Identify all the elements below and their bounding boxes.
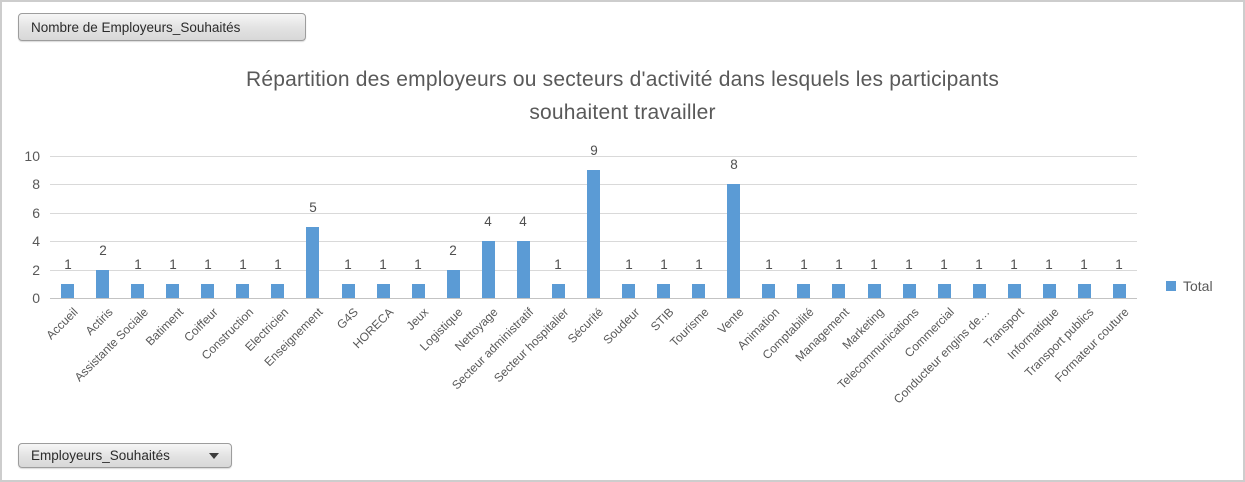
bar[interactable] xyxy=(96,270,109,298)
y-axis-tick-label: 0 xyxy=(32,290,40,306)
bar[interactable] xyxy=(938,284,951,298)
bar[interactable] xyxy=(1008,284,1021,298)
bar[interactable] xyxy=(727,184,740,298)
bar-value-label: 1 xyxy=(835,257,843,272)
bar[interactable] xyxy=(657,284,670,298)
bar[interactable] xyxy=(447,270,460,298)
legend-marker-icon xyxy=(1166,281,1176,291)
bar-value-label: 1 xyxy=(800,257,808,272)
bar[interactable] xyxy=(692,284,705,298)
bar[interactable] xyxy=(1113,284,1126,298)
chart-title-line-2: souhaitent travailler xyxy=(529,101,716,124)
value-field-button[interactable]: Nombre de Employeurs_Souhaités xyxy=(18,13,306,41)
bar[interactable] xyxy=(412,284,425,298)
bar-value-label: 1 xyxy=(1115,257,1123,272)
bar[interactable] xyxy=(271,284,284,298)
x-axis-category-label: Actiris xyxy=(82,305,116,339)
bar-value-label: 5 xyxy=(309,200,317,215)
bar-value-label: 1 xyxy=(134,257,142,272)
bar-value-label: 1 xyxy=(379,257,387,272)
bar-value-label: 1 xyxy=(169,257,177,272)
bar-value-label: 1 xyxy=(554,257,562,272)
x-axis-category-label: Soudeur xyxy=(599,305,642,347)
bar[interactable] xyxy=(377,284,390,298)
bar[interactable] xyxy=(587,170,600,298)
legend[interactable]: Total xyxy=(1166,278,1213,294)
bar-value-label: 1 xyxy=(1010,257,1018,272)
bar[interactable] xyxy=(797,284,810,298)
axis-field-button-label: Employeurs_Souhaités xyxy=(31,448,170,463)
x-axis-category-label: Batiment xyxy=(142,305,186,349)
bar[interactable] xyxy=(1043,284,1056,298)
x-axis-category-label: Sécurité xyxy=(564,305,606,347)
bar[interactable] xyxy=(201,284,214,298)
bar-value-label: 2 xyxy=(449,243,457,258)
bar-value-label: 1 xyxy=(660,257,668,272)
bar-value-label: 1 xyxy=(870,257,878,272)
bar-value-label: 1 xyxy=(414,257,422,272)
bar-value-label: 1 xyxy=(204,257,212,272)
bar-value-label: 1 xyxy=(695,257,703,272)
bar-value-label: 4 xyxy=(519,214,527,229)
gridline xyxy=(50,156,1137,157)
y-axis-tick-label: 8 xyxy=(32,176,40,192)
bar[interactable] xyxy=(61,284,74,298)
bar[interactable] xyxy=(166,284,179,298)
dropdown-arrow-icon xyxy=(209,452,219,459)
bar-value-label: 1 xyxy=(274,257,282,272)
x-axis-line xyxy=(50,298,1137,299)
x-axis-category-label: Vente xyxy=(715,305,747,337)
bar[interactable] xyxy=(342,284,355,298)
bar[interactable] xyxy=(482,241,495,298)
x-axis-category-label: STIB xyxy=(648,305,677,334)
bar-value-label: 1 xyxy=(64,257,72,272)
legend-label: Total xyxy=(1183,278,1213,294)
bar-value-label: 2 xyxy=(99,243,107,258)
bar-value-label: 9 xyxy=(590,143,598,158)
bar-value-label: 1 xyxy=(975,257,983,272)
bar[interactable] xyxy=(552,284,565,298)
bar[interactable] xyxy=(903,284,916,298)
bar[interactable] xyxy=(131,284,144,298)
bar-value-label: 8 xyxy=(730,157,738,172)
y-axis-tick-label: 2 xyxy=(32,262,40,278)
bar-value-label: 1 xyxy=(1080,257,1088,272)
bar-value-label: 1 xyxy=(905,257,913,272)
x-axis-category-label: Jeux xyxy=(403,305,431,333)
bar[interactable] xyxy=(868,284,881,298)
x-axis-category-label: Accueil xyxy=(43,305,81,343)
bar[interactable] xyxy=(1078,284,1091,298)
y-axis-tick-label: 10 xyxy=(24,148,40,164)
bar-value-label: 4 xyxy=(484,214,492,229)
axis-field-button[interactable]: Employeurs_Souhaités xyxy=(18,443,232,468)
bar[interactable] xyxy=(973,284,986,298)
y-axis-tick-label: 6 xyxy=(32,205,40,221)
value-field-button-label: Nombre de Employeurs_Souhaités xyxy=(31,19,241,35)
x-axis-category-label: G4S xyxy=(334,305,361,332)
bar-value-label: 1 xyxy=(1045,257,1053,272)
bar[interactable] xyxy=(517,241,530,298)
chart-title-line-1: Répartition des employeurs ou secteurs d… xyxy=(245,68,1000,91)
y-axis-tick-label: 4 xyxy=(32,233,40,249)
bar-value-label: 1 xyxy=(765,257,773,272)
bar[interactable] xyxy=(762,284,775,298)
bar[interactable] xyxy=(832,284,845,298)
bar-value-label: 1 xyxy=(239,257,247,272)
bar[interactable] xyxy=(622,284,635,298)
bar-value-label: 1 xyxy=(940,257,948,272)
bar[interactable] xyxy=(236,284,249,298)
bar-value-label: 1 xyxy=(625,257,633,272)
bar[interactable] xyxy=(306,227,319,298)
bar-value-label: 1 xyxy=(344,257,352,272)
